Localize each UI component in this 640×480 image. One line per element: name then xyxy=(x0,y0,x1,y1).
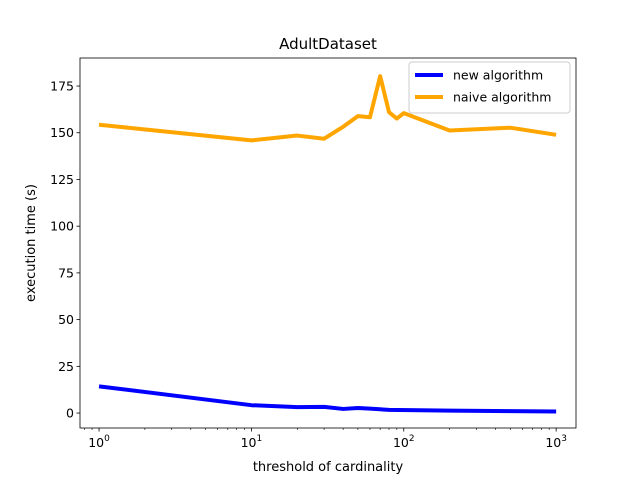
x-tick-label: 103 xyxy=(545,434,567,450)
y-tick-label: 150 xyxy=(50,125,74,140)
legend: new algorithm naive algorithm xyxy=(408,61,571,114)
x-tick-label: 102 xyxy=(393,434,415,450)
y-tick-label: 25 xyxy=(58,359,74,374)
legend-label: new algorithm xyxy=(453,68,543,83)
x-tick-label: 101 xyxy=(241,434,263,450)
series-line-1 xyxy=(98,384,557,414)
y-tick-label: 50 xyxy=(58,312,74,327)
y-tick-label: 125 xyxy=(50,172,74,187)
plot-lines xyxy=(98,74,557,414)
legend-box xyxy=(408,61,571,114)
y-tick-label: 0 xyxy=(66,406,74,421)
chart-title: AdultDataset xyxy=(279,35,377,53)
y-axis: 0 25 50 75 100 125 150 175 xyxy=(50,79,80,421)
legend-label: naive algorithm xyxy=(453,90,551,105)
y-tick-label: 75 xyxy=(58,265,74,280)
x-axis-label: threshold of cardinality xyxy=(253,460,404,475)
axes-frame xyxy=(79,57,577,429)
x-axis: 100 101 102 103 xyxy=(83,428,567,450)
y-tick-label: 175 xyxy=(50,79,74,94)
y-tick-label: 100 xyxy=(50,219,74,234)
x-tick-label: 100 xyxy=(88,434,110,450)
y-axis-label: execution time (s) xyxy=(24,184,39,302)
series-line-2 xyxy=(98,74,557,143)
